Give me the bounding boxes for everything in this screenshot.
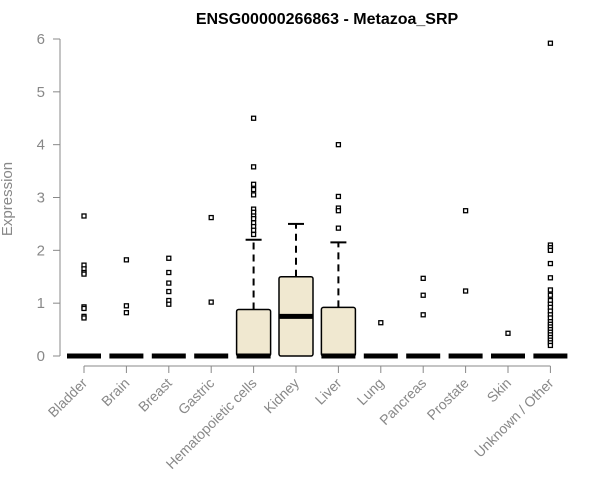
box-liver <box>320 142 357 359</box>
y-tick-label: 1 <box>37 295 45 312</box>
outlier-point <box>81 271 87 277</box>
outlier-point <box>378 320 384 326</box>
boxes <box>67 40 568 359</box>
outlier-point <box>166 301 172 307</box>
box-kidney <box>278 222 314 357</box>
box-brain <box>109 257 144 359</box>
box-bladder <box>67 213 101 359</box>
outlier-point <box>123 310 130 316</box>
outlier-point <box>250 227 257 233</box>
outlier-point <box>166 255 172 261</box>
x-tick-label: Kidney <box>261 375 303 417</box>
outlier-point <box>335 193 342 200</box>
y-tick-label: 5 <box>37 84 45 101</box>
box-skin <box>491 330 525 359</box>
x-tick-label: Pancreas <box>376 375 429 428</box>
outlier-point <box>335 142 342 148</box>
x-tick-label: Lung <box>354 375 387 408</box>
outlier-point <box>123 257 130 263</box>
box-gastric <box>194 214 229 359</box>
x-tick-label: Breast <box>135 375 175 415</box>
outlier-point <box>547 40 554 46</box>
outlier-point <box>208 299 214 305</box>
x-tick-label: Liver <box>312 375 345 408</box>
outlier-point <box>335 208 342 214</box>
y-axis: 0 1 2 3 4 5 6 <box>37 31 61 365</box>
y-tick-label: 0 <box>37 348 45 365</box>
box-unknown-other <box>533 40 568 359</box>
outlier-point <box>250 192 257 198</box>
y-tick-label: 2 <box>37 242 45 259</box>
outlier-point <box>81 315 87 321</box>
outlier-point <box>123 303 130 309</box>
outlier-point <box>250 164 257 170</box>
outlier-point <box>250 181 257 187</box>
chart-title: ENSG00000266863 - Metazoa_SRP <box>196 11 459 28</box>
outlier-point <box>547 292 554 298</box>
outlier-point <box>420 275 426 281</box>
outlier-point <box>166 280 172 286</box>
y-tick-label: 6 <box>37 31 45 48</box>
y-axis-label: Expression <box>0 162 16 236</box>
box-pancreas <box>406 275 441 359</box>
outlier-point <box>462 208 469 214</box>
outlier-point <box>462 288 469 294</box>
x-tick-label: Unknown / Other <box>471 375 557 461</box>
box-body <box>320 306 357 357</box>
outlier-point <box>547 275 554 281</box>
y-tick-label: 3 <box>37 190 45 207</box>
outlier-point <box>547 247 554 253</box>
outlier-point <box>166 288 172 295</box>
outlier-point <box>208 214 214 221</box>
outlier-point <box>547 260 554 267</box>
outlier-point <box>547 342 554 349</box>
outlier-point <box>81 213 87 219</box>
box-breast <box>151 255 186 359</box>
box-lung <box>363 320 398 359</box>
outlier-point <box>250 186 257 193</box>
outlier-point <box>420 312 426 318</box>
outlier-point <box>81 305 87 312</box>
x-tick-label: Prostate <box>424 375 472 423</box>
x-tick-label: Brain <box>98 375 132 409</box>
outlier-point <box>420 292 426 298</box>
box-hematopoietic-cells <box>235 115 272 359</box>
outlier-point <box>250 215 257 222</box>
y-tick-label: 4 <box>37 137 45 154</box>
box-prostate <box>448 208 483 359</box>
box-body <box>235 308 272 357</box>
outlier-point <box>250 231 257 238</box>
outlier-point <box>547 287 554 293</box>
outlier-point <box>166 269 172 276</box>
outlier-point <box>250 115 257 121</box>
outlier-point <box>505 330 511 336</box>
x-tick-label: Bladder <box>45 375 91 421</box>
x-tick-label: Skin <box>484 375 515 406</box>
outlier-point <box>335 225 342 231</box>
